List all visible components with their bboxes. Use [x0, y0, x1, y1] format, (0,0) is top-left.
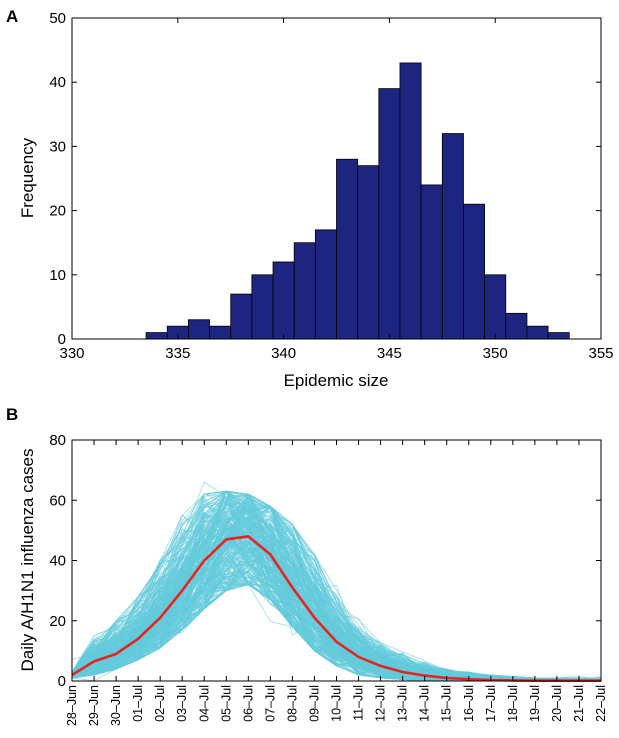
histogram-bar: [420, 184, 443, 340]
date-tick-label: 14–Jul: [418, 685, 432, 722]
histogram-bar: [145, 332, 168, 340]
panel-a-letter: A: [6, 7, 18, 26]
histogram-bar: [187, 319, 210, 340]
date-tick-label: 30–Jun: [109, 685, 123, 726]
histogram-bars: [145, 62, 570, 340]
date-tick-label: 08–Jul: [285, 685, 299, 722]
date-tick-label: 16–Jul: [462, 685, 476, 722]
date-tick-label: 12–Jul: [374, 685, 388, 722]
histogram-bar: [230, 293, 253, 340]
date-tick-label: 29–Jun: [87, 685, 101, 726]
date-tick-label: 15–Jul: [440, 685, 454, 722]
histogram-bar: [209, 325, 232, 340]
histogram-y-label: Frequency: [18, 137, 37, 218]
simulation-lines: [71, 481, 602, 682]
histogram-bar: [399, 62, 422, 340]
y-tick-label: 40: [49, 553, 66, 570]
date-tick-label: 06–Jul: [241, 685, 255, 722]
date-tick-label: 28–Jun: [65, 685, 79, 726]
histogram-ticks: 330 335 340 345 350 355 0 10 20 30 40 50: [49, 10, 613, 362]
histogram-panel: 330 335 340 345 350 355 0 10 20 30 40 50 Epidemic s…: [18, 10, 614, 390]
y-tick-label: 60: [49, 492, 66, 509]
date-tick-label: 20–Jul: [550, 685, 564, 722]
x-tick-label: 355: [588, 345, 613, 362]
histogram-x-label: Epidemic size: [284, 371, 389, 390]
date-tick-label: 19–Jul: [528, 685, 542, 722]
y-tick-label: 20: [49, 203, 66, 220]
histogram-frame: [71, 17, 602, 340]
date-tick-label: 11–Jul: [352, 685, 366, 721]
date-tick-label: 03–Jul: [175, 685, 189, 722]
histogram-bar: [314, 229, 337, 340]
histogram-bar: [251, 274, 274, 340]
date-tick-label: 09–Jul: [307, 685, 321, 722]
date-tick-label: 22–Jul: [594, 685, 608, 722]
histogram-bar: [484, 274, 507, 340]
date-tick-label: 10–Jul: [330, 685, 344, 722]
histogram-bar: [272, 261, 295, 340]
panel-b-letter: B: [6, 405, 18, 424]
y-tick-label: 10: [49, 267, 66, 284]
date-tick-label: 04–Jul: [197, 685, 211, 722]
histogram-bar: [293, 242, 316, 340]
y-tick-label: 30: [49, 138, 66, 155]
date-tick-label: 01–Jul: [131, 685, 145, 722]
histogram-bar: [336, 158, 359, 340]
y-tick-label: 50: [49, 10, 66, 27]
x-tick-label: 345: [377, 345, 402, 362]
y-tick-label: 0: [58, 673, 66, 690]
x-tick-label: 330: [59, 345, 84, 362]
timeseries-y-label: Daily A/H1N1 influenza cases: [18, 448, 37, 671]
y-tick-label: 80: [49, 432, 66, 449]
timeseries-panel: 0 20 40 60 80 28–Jun 29–Jun 30–Jun 01–Jul 02–Jul 0…: [18, 432, 608, 726]
histogram-bar: [463, 203, 486, 340]
x-tick-label: 335: [165, 345, 190, 362]
y-tick-label: 40: [49, 74, 66, 91]
histogram-bar: [526, 325, 549, 340]
x-tick-label: 350: [483, 345, 508, 362]
date-tick-label: 05–Jul: [219, 685, 233, 722]
y-tick-label: 20: [49, 613, 66, 630]
histogram-bar: [357, 165, 380, 340]
date-tick-label: 07–Jul: [263, 685, 277, 722]
date-tick-label: 13–Jul: [396, 685, 410, 722]
histogram-bar: [441, 133, 464, 340]
y-tick-label: 0: [58, 331, 66, 348]
histogram-bar: [378, 88, 401, 340]
date-tick-label: 18–Jul: [506, 685, 520, 722]
histogram-bar: [505, 312, 528, 340]
date-tick-label: 02–Jul: [153, 685, 167, 722]
date-tick-label: 17–Jul: [484, 685, 498, 722]
date-tick-label: 21–Jul: [572, 685, 586, 722]
histogram-bar: [547, 332, 570, 340]
timeseries-ticks: 0 20 40 60 80 28–Jun 29–Jun 30–Jun 01–Jul 02–Jul 0…: [49, 432, 608, 726]
x-tick-label: 340: [271, 345, 296, 362]
